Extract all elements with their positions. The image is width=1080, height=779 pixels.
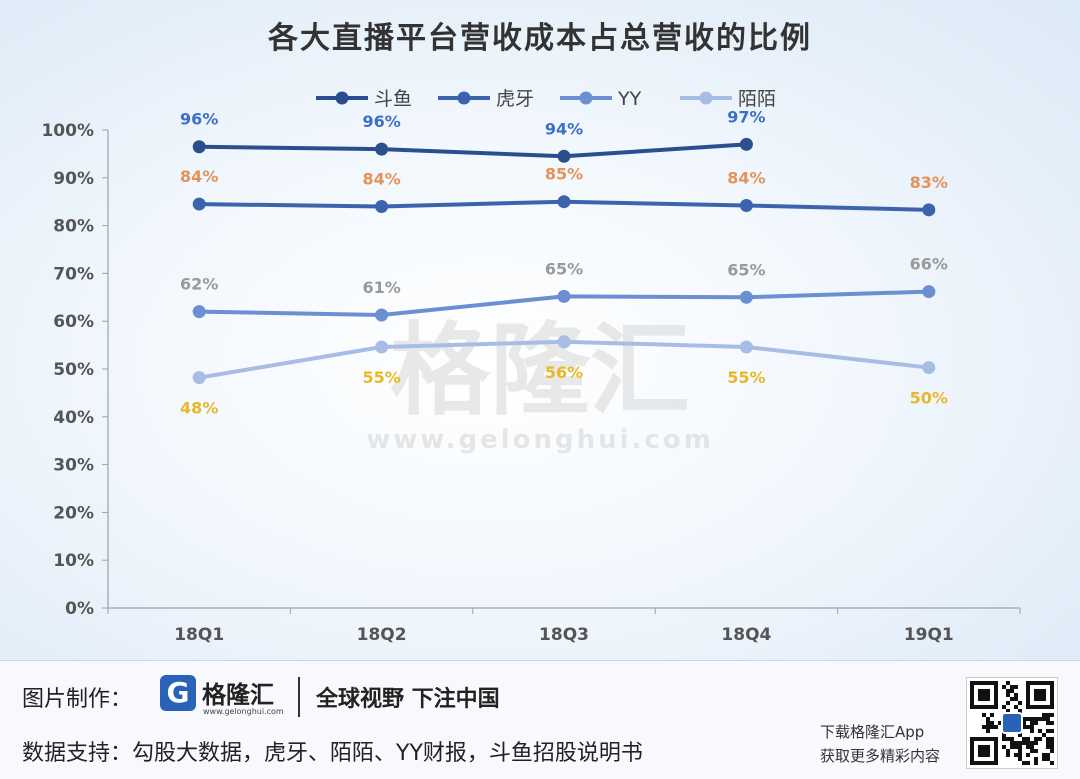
y-tick-label: 30%: [53, 456, 94, 476]
watermark: 格隆汇 www.gelonghui.com: [366, 312, 714, 455]
data-label: 50%: [910, 389, 948, 408]
data-point[interactable]: [557, 149, 571, 163]
data-label: 84%: [362, 169, 400, 188]
legend-item[interactable]: YY: [560, 88, 642, 110]
x-tick-label: 18Q2: [357, 625, 407, 645]
data-label: 96%: [362, 112, 400, 131]
data-label: 48%: [180, 399, 218, 418]
x-tick-label: 18Q4: [721, 625, 771, 645]
data-point[interactable]: [557, 335, 571, 349]
data-point[interactable]: [557, 195, 571, 209]
data-label: 83%: [910, 173, 948, 192]
data-point[interactable]: [192, 305, 206, 319]
data-point[interactable]: [375, 199, 389, 213]
x-tick-label: 18Q1: [174, 625, 224, 645]
data-point[interactable]: [375, 142, 389, 156]
footer: 图片制作： G 格隆汇 www.gelonghui.com 全球视野 下注中国 …: [0, 660, 1080, 779]
legend-label: YY: [617, 88, 642, 110]
app-download-text: 下载格隆汇App: [820, 723, 925, 741]
series-0: 96% 96% 94% 97%: [180, 107, 766, 163]
legend-label: 斗鱼: [374, 88, 412, 110]
legend-marker: [457, 91, 471, 105]
qr-code-icon[interactable]: [966, 677, 1058, 769]
series-2: 62% 61% 65% 65% 66%: [180, 255, 948, 322]
watermark-url: www.gelonghui.com: [366, 425, 714, 455]
data-label: 55%: [727, 368, 765, 387]
y-tick-label: 60%: [53, 312, 94, 332]
data-label: 96%: [180, 110, 218, 129]
axes: 0% 10% 20% 30% 40% 50% 60% 70% 80% 90% 100% 18Q1 18Q…: [41, 121, 1021, 645]
data-point[interactable]: [739, 340, 753, 354]
data-point[interactable]: [922, 203, 936, 217]
legend-item[interactable]: 虎牙: [438, 88, 534, 110]
y-tick-label: 100%: [41, 121, 94, 141]
y-tick-label: 90%: [53, 169, 94, 189]
x-tick-label: 19Q1: [904, 625, 954, 645]
data-point[interactable]: [192, 197, 206, 211]
line-chart: 各大直播平台营收成本占总营收的比例 格隆汇 www.gelonghui.com …: [41, 21, 1021, 645]
data-label: 85%: [545, 165, 583, 184]
y-tick-label: 80%: [53, 217, 94, 237]
series-1: 84% 84% 85% 84% 83%: [180, 165, 948, 217]
data-point[interactable]: [922, 361, 936, 375]
data-label: 62%: [180, 275, 218, 294]
chart-title: 各大直播平台营收成本占总营收的比例: [267, 21, 812, 56]
y-tick-label: 70%: [53, 264, 94, 284]
data-point[interactable]: [557, 289, 571, 303]
legend: 斗鱼 虎牙 YY 陌陌: [316, 88, 776, 110]
data-point[interactable]: [739, 199, 753, 213]
data-point[interactable]: [739, 137, 753, 151]
x-tick-label: 18Q3: [539, 625, 589, 645]
logo-url: www.gelonghui.com: [203, 707, 284, 716]
data-label: 84%: [180, 167, 218, 186]
data-label: 97%: [727, 107, 765, 126]
data-point[interactable]: [375, 308, 389, 322]
data-label: 84%: [727, 169, 765, 188]
data-point[interactable]: [922, 285, 936, 299]
logo-text: 格隆汇: [202, 681, 274, 709]
data-label: 56%: [545, 363, 583, 382]
data-label: 94%: [545, 119, 583, 138]
y-tick-label: 0%: [65, 599, 94, 619]
y-tick-label: 40%: [53, 408, 94, 428]
legend-marker: [699, 91, 713, 105]
legend-item[interactable]: 斗鱼: [316, 88, 412, 110]
gelonghui-logo-icon: G: [160, 675, 196, 711]
series-line: [199, 142, 747, 159]
series-3: 48% 55% 56% 55% 50%: [180, 335, 948, 418]
data-point[interactable]: [375, 340, 389, 354]
legend-marker: [579, 91, 593, 105]
app-promo-text: 获取更多精彩内容: [820, 747, 941, 765]
data-source: 数据支持：勾股大数据，虎牙、陌陌、YY财报，斗鱼招股说明书: [22, 741, 643, 766]
data-label: 65%: [545, 259, 583, 278]
maker-label: 图片制作：: [22, 687, 133, 712]
series-layer: 96% 96% 94%97%84% 84% 85% 84% 83%62% 61%65% 65% 6…: [180, 107, 948, 417]
y-tick-label: 50%: [53, 360, 94, 380]
data-label: 61%: [362, 278, 400, 297]
y-tick-label: 10%: [53, 551, 94, 571]
footer-divider: [298, 677, 300, 717]
data-point[interactable]: [192, 371, 206, 385]
legend-label: 虎牙: [496, 88, 534, 110]
slogan: 全球视野 下注中国: [316, 687, 500, 712]
data-point[interactable]: [192, 140, 206, 154]
y-tick-label: 20%: [53, 503, 94, 523]
legend-label: 陌陌: [738, 88, 776, 110]
legend-item[interactable]: 陌陌: [680, 88, 776, 110]
legend-marker: [335, 91, 349, 105]
data-point[interactable]: [739, 290, 753, 304]
data-label: 65%: [727, 260, 765, 279]
watermark-brand: 格隆汇: [390, 312, 690, 429]
chart-area: 各大直播平台营收成本占总营收的比例 格隆汇 www.gelonghui.com …: [0, 0, 1080, 660]
data-label: 55%: [362, 368, 400, 387]
data-label: 66%: [910, 255, 948, 274]
